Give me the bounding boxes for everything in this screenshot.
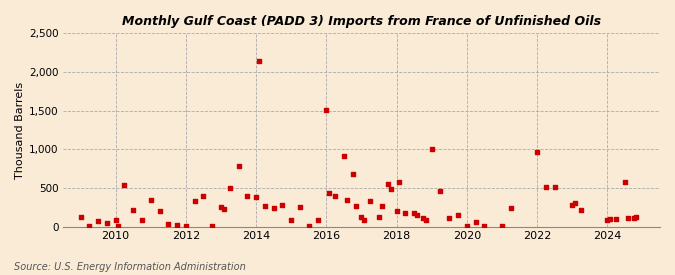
Point <box>207 224 217 228</box>
Point <box>532 150 543 155</box>
Point <box>75 214 86 219</box>
Point <box>602 218 613 222</box>
Point <box>180 224 191 228</box>
Point <box>435 189 446 193</box>
Point <box>215 205 226 210</box>
Point <box>145 197 156 202</box>
Point <box>171 223 182 227</box>
Point <box>412 213 423 217</box>
Point <box>154 209 165 213</box>
Point <box>611 217 622 221</box>
Point <box>163 222 173 227</box>
Point <box>400 210 411 215</box>
Y-axis label: Thousand Barrels: Thousand Barrels <box>15 81 25 178</box>
Point <box>541 185 551 189</box>
Point <box>628 216 639 220</box>
Point <box>128 207 138 212</box>
Point <box>631 214 642 219</box>
Point <box>339 154 350 158</box>
Point <box>570 201 580 206</box>
Point <box>303 224 314 228</box>
Point <box>119 183 130 187</box>
Point <box>254 59 265 63</box>
Point <box>418 216 429 220</box>
Point <box>444 216 455 220</box>
Point <box>277 203 288 207</box>
Point <box>359 218 370 222</box>
Point <box>348 172 358 176</box>
Point <box>392 209 402 213</box>
Point <box>286 218 296 222</box>
Point <box>409 211 420 216</box>
Point <box>479 224 490 228</box>
Point <box>620 180 630 184</box>
Point <box>394 180 405 184</box>
Text: Source: U.S. Energy Information Administration: Source: U.S. Energy Information Administ… <box>14 262 245 272</box>
Point <box>470 220 481 224</box>
Point <box>356 215 367 219</box>
Point <box>250 195 261 199</box>
Point <box>224 186 235 190</box>
Point <box>427 147 437 152</box>
Point <box>549 185 560 189</box>
Point <box>92 219 103 223</box>
Point <box>242 194 252 198</box>
Point <box>383 182 394 186</box>
Point <box>113 224 124 228</box>
Point <box>259 204 270 209</box>
Point <box>497 224 508 228</box>
Point <box>189 199 200 203</box>
Point <box>350 204 361 208</box>
Point <box>506 206 516 210</box>
Point <box>462 224 472 228</box>
Point <box>374 215 385 219</box>
Point <box>294 205 305 210</box>
Point <box>365 199 376 203</box>
Point <box>321 108 331 112</box>
Point <box>84 224 95 228</box>
Point <box>136 218 147 222</box>
Point <box>622 216 633 220</box>
Point <box>377 204 387 209</box>
Point <box>312 218 323 222</box>
Point <box>576 208 587 213</box>
Point <box>101 221 112 225</box>
Point <box>324 191 335 196</box>
Point <box>198 194 209 198</box>
Point <box>268 206 279 210</box>
Point <box>605 217 616 221</box>
Point <box>219 207 230 211</box>
Point <box>110 218 121 222</box>
Title: Monthly Gulf Coast (PADD 3) Imports from France of Unfinished Oils: Monthly Gulf Coast (PADD 3) Imports from… <box>122 15 601 28</box>
Point <box>385 186 396 191</box>
Point <box>233 163 244 168</box>
Point <box>342 198 352 202</box>
Point <box>330 194 341 199</box>
Point <box>453 213 464 217</box>
Point <box>567 203 578 207</box>
Point <box>421 218 431 222</box>
